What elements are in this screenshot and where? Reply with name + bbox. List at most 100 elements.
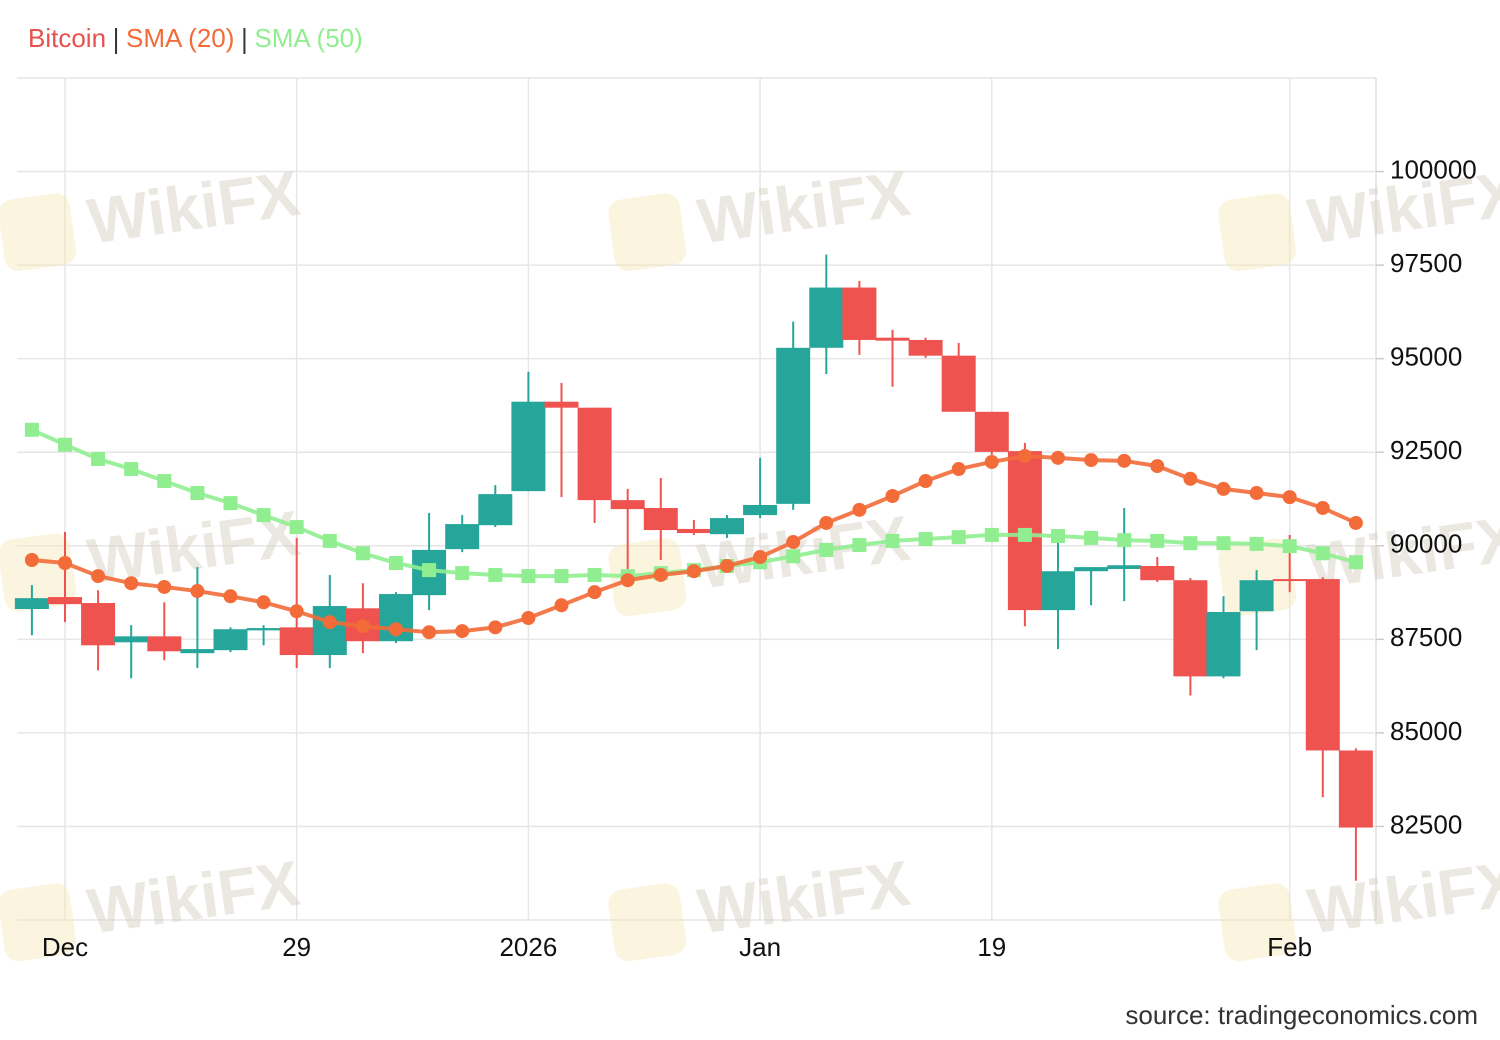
watermark: WikiFX bbox=[1218, 847, 1500, 962]
sma-point bbox=[256, 595, 271, 610]
sma-point bbox=[223, 496, 238, 511]
candle-body bbox=[709, 518, 744, 535]
sma-point bbox=[190, 486, 205, 501]
sma-point bbox=[322, 615, 337, 630]
sma-point bbox=[1282, 490, 1297, 505]
x-tick-label: Dec bbox=[42, 932, 88, 962]
sma-point bbox=[1117, 453, 1132, 468]
sma-point bbox=[521, 611, 536, 626]
sma-point bbox=[1150, 459, 1165, 474]
source-note: source: tradingeconomics.com bbox=[1125, 1000, 1478, 1030]
watermark-logo bbox=[0, 883, 77, 962]
sma-point bbox=[1084, 453, 1099, 468]
y-tick-label: 90000 bbox=[1390, 529, 1462, 559]
candle-body bbox=[676, 528, 711, 534]
sma-point bbox=[554, 569, 569, 584]
x-tick-label: 2026 bbox=[499, 932, 557, 962]
candle-body bbox=[47, 597, 82, 605]
candle-body bbox=[147, 636, 182, 652]
sma-point bbox=[388, 555, 403, 570]
y-tick-label: 100000 bbox=[1390, 154, 1477, 184]
sma-point bbox=[951, 462, 966, 477]
legend-sma50: SMA (50) bbox=[254, 23, 362, 53]
candle-body bbox=[1206, 612, 1241, 677]
sma-point bbox=[91, 569, 106, 584]
sma-point bbox=[455, 566, 470, 581]
sma-point bbox=[24, 552, 39, 567]
watermark: WikiFX bbox=[0, 847, 304, 962]
candle-body bbox=[1107, 565, 1142, 569]
x-tick-label: 19 bbox=[977, 932, 1006, 962]
sma-point bbox=[157, 474, 172, 489]
sma-point bbox=[488, 567, 503, 582]
candle-body bbox=[14, 598, 49, 610]
candle-body bbox=[1305, 579, 1340, 751]
sma-point bbox=[885, 533, 900, 548]
x-tick-label: Feb bbox=[1267, 932, 1312, 962]
y-tick-label: 92500 bbox=[1390, 435, 1462, 465]
sma-point bbox=[124, 462, 139, 477]
candle-body bbox=[842, 287, 877, 340]
sma-point bbox=[786, 549, 801, 564]
watermark-logo bbox=[0, 533, 77, 612]
plot-layer bbox=[14, 254, 1373, 881]
sma-point bbox=[521, 569, 536, 584]
sma-point bbox=[951, 530, 966, 545]
sma-point bbox=[852, 502, 867, 517]
sma-point bbox=[57, 555, 72, 570]
candle-body bbox=[743, 504, 778, 516]
sma-point bbox=[786, 535, 801, 550]
sma-point bbox=[918, 474, 933, 489]
sma-point bbox=[554, 598, 569, 613]
candle-body bbox=[81, 603, 116, 646]
sma-point bbox=[256, 508, 271, 523]
candle-body bbox=[941, 355, 976, 412]
sma-point bbox=[1017, 448, 1032, 463]
sma-point bbox=[1017, 527, 1032, 542]
candle-body bbox=[1239, 580, 1274, 612]
watermark-text: WikiFX bbox=[83, 497, 304, 598]
x-tick-label: 29 bbox=[282, 932, 311, 962]
sma-point bbox=[289, 604, 304, 619]
candle-body bbox=[875, 337, 910, 341]
watermark-logo bbox=[1218, 883, 1297, 962]
candle-body bbox=[1338, 750, 1373, 828]
sma-point bbox=[1084, 530, 1099, 545]
sma-point bbox=[984, 527, 999, 542]
sma-point bbox=[1249, 536, 1264, 551]
sma-point bbox=[1117, 533, 1132, 548]
watermark: WikiFX bbox=[0, 157, 304, 272]
candle-body bbox=[213, 629, 248, 651]
sma-point bbox=[620, 573, 635, 588]
sma-point bbox=[422, 563, 437, 578]
sma-point bbox=[355, 546, 370, 561]
y-tick-label: 87500 bbox=[1390, 622, 1462, 652]
sma-point bbox=[157, 579, 172, 594]
candle-body bbox=[1173, 580, 1208, 677]
watermark-text: WikiFX bbox=[1303, 847, 1500, 948]
candle-body bbox=[1272, 579, 1307, 582]
candle-body bbox=[1140, 565, 1175, 581]
watermark-logo bbox=[1218, 193, 1297, 272]
candle-body bbox=[643, 507, 678, 531]
candle-body bbox=[1074, 567, 1109, 572]
sma-point bbox=[488, 620, 503, 635]
sma-point bbox=[753, 550, 768, 565]
candle-body bbox=[180, 649, 215, 654]
sma-point bbox=[1249, 486, 1264, 501]
watermark-logo bbox=[608, 883, 687, 962]
candle-body bbox=[445, 524, 480, 550]
watermark-text: WikiFX bbox=[693, 847, 914, 948]
sma-point bbox=[1348, 555, 1363, 570]
legend-sma20: SMA (20) bbox=[126, 23, 234, 53]
watermark-logo bbox=[0, 193, 77, 272]
sma-point bbox=[422, 625, 437, 640]
sma-point bbox=[1315, 500, 1330, 515]
sma-point bbox=[1150, 533, 1165, 548]
sma-point bbox=[57, 437, 72, 452]
sma-point bbox=[1348, 515, 1363, 530]
sma-point bbox=[1216, 481, 1231, 496]
sma-point bbox=[653, 567, 668, 582]
